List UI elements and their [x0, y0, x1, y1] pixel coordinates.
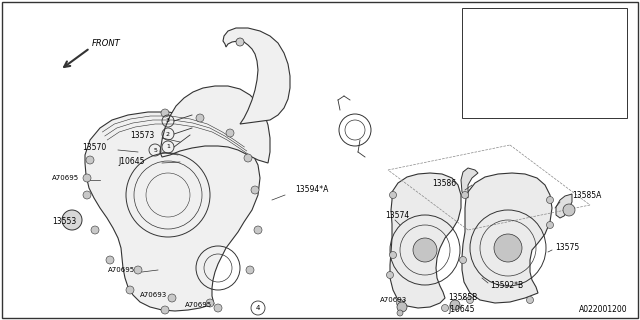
Text: 13570: 13570 — [82, 143, 106, 153]
Text: 13583*C: 13583*C — [498, 59, 538, 68]
Polygon shape — [556, 194, 572, 218]
Text: 13585B: 13585B — [448, 293, 477, 302]
Text: 13583*A: 13583*A — [498, 14, 538, 23]
Circle shape — [168, 294, 176, 302]
Circle shape — [134, 266, 142, 274]
Circle shape — [390, 191, 397, 198]
Text: J10645: J10645 — [118, 157, 145, 166]
Text: 5: 5 — [475, 102, 479, 111]
Text: A022001200: A022001200 — [579, 305, 628, 314]
Text: 1: 1 — [166, 145, 170, 149]
Circle shape — [214, 304, 222, 312]
Text: 3: 3 — [475, 59, 479, 68]
Text: 2: 2 — [475, 36, 479, 45]
Circle shape — [494, 234, 522, 262]
Text: FRONT: FRONT — [92, 39, 121, 49]
Circle shape — [397, 302, 407, 312]
Text: A70695: A70695 — [185, 302, 212, 308]
Circle shape — [413, 238, 437, 262]
Text: 13575: 13575 — [555, 244, 579, 252]
Text: 13592*B: 13592*B — [490, 281, 523, 290]
Circle shape — [547, 221, 554, 228]
Circle shape — [206, 299, 214, 307]
Polygon shape — [461, 168, 478, 198]
Text: 2: 2 — [166, 132, 170, 137]
Text: 13573: 13573 — [130, 132, 154, 140]
Text: 13574: 13574 — [385, 211, 409, 220]
Circle shape — [254, 226, 262, 234]
Circle shape — [83, 174, 91, 182]
Circle shape — [161, 306, 169, 314]
Circle shape — [246, 266, 254, 274]
Text: 3: 3 — [166, 118, 170, 124]
Circle shape — [397, 310, 403, 316]
Circle shape — [161, 109, 169, 117]
Text: 5: 5 — [153, 148, 157, 153]
Text: 13585A: 13585A — [572, 191, 602, 201]
Polygon shape — [462, 173, 552, 303]
Polygon shape — [223, 28, 290, 124]
Text: 13583*B: 13583*B — [498, 36, 538, 45]
Circle shape — [390, 252, 397, 259]
Circle shape — [387, 271, 394, 278]
Circle shape — [244, 154, 252, 162]
Circle shape — [461, 191, 468, 198]
Text: 4: 4 — [256, 305, 260, 311]
Text: 13553: 13553 — [52, 218, 76, 227]
Circle shape — [563, 204, 575, 216]
Circle shape — [460, 257, 467, 263]
Circle shape — [106, 256, 114, 264]
Circle shape — [83, 191, 91, 199]
Text: A70695: A70695 — [108, 267, 135, 273]
Circle shape — [126, 286, 134, 294]
Circle shape — [450, 300, 460, 310]
Text: J10645: J10645 — [448, 306, 474, 315]
Text: A70693: A70693 — [140, 292, 167, 298]
Circle shape — [91, 226, 99, 234]
Circle shape — [86, 156, 94, 164]
Text: 1: 1 — [475, 14, 479, 23]
Circle shape — [196, 114, 204, 122]
Text: 13594*B: 13594*B — [498, 81, 537, 90]
Circle shape — [251, 186, 259, 194]
FancyBboxPatch shape — [462, 8, 627, 118]
Circle shape — [62, 210, 82, 230]
Text: A70693: A70693 — [380, 297, 407, 303]
Text: 13594*A: 13594*A — [295, 186, 328, 195]
Text: A70695: A70695 — [52, 175, 79, 181]
Circle shape — [442, 305, 449, 311]
Circle shape — [226, 129, 234, 137]
Polygon shape — [160, 86, 270, 163]
Circle shape — [236, 38, 244, 46]
Circle shape — [397, 300, 403, 307]
Circle shape — [467, 297, 474, 303]
Text: 4: 4 — [475, 81, 479, 90]
Polygon shape — [85, 112, 260, 311]
Text: 13592*A: 13592*A — [498, 102, 537, 111]
Text: 13586: 13586 — [432, 179, 456, 188]
Circle shape — [527, 297, 534, 303]
Circle shape — [547, 196, 554, 204]
Polygon shape — [390, 173, 461, 308]
